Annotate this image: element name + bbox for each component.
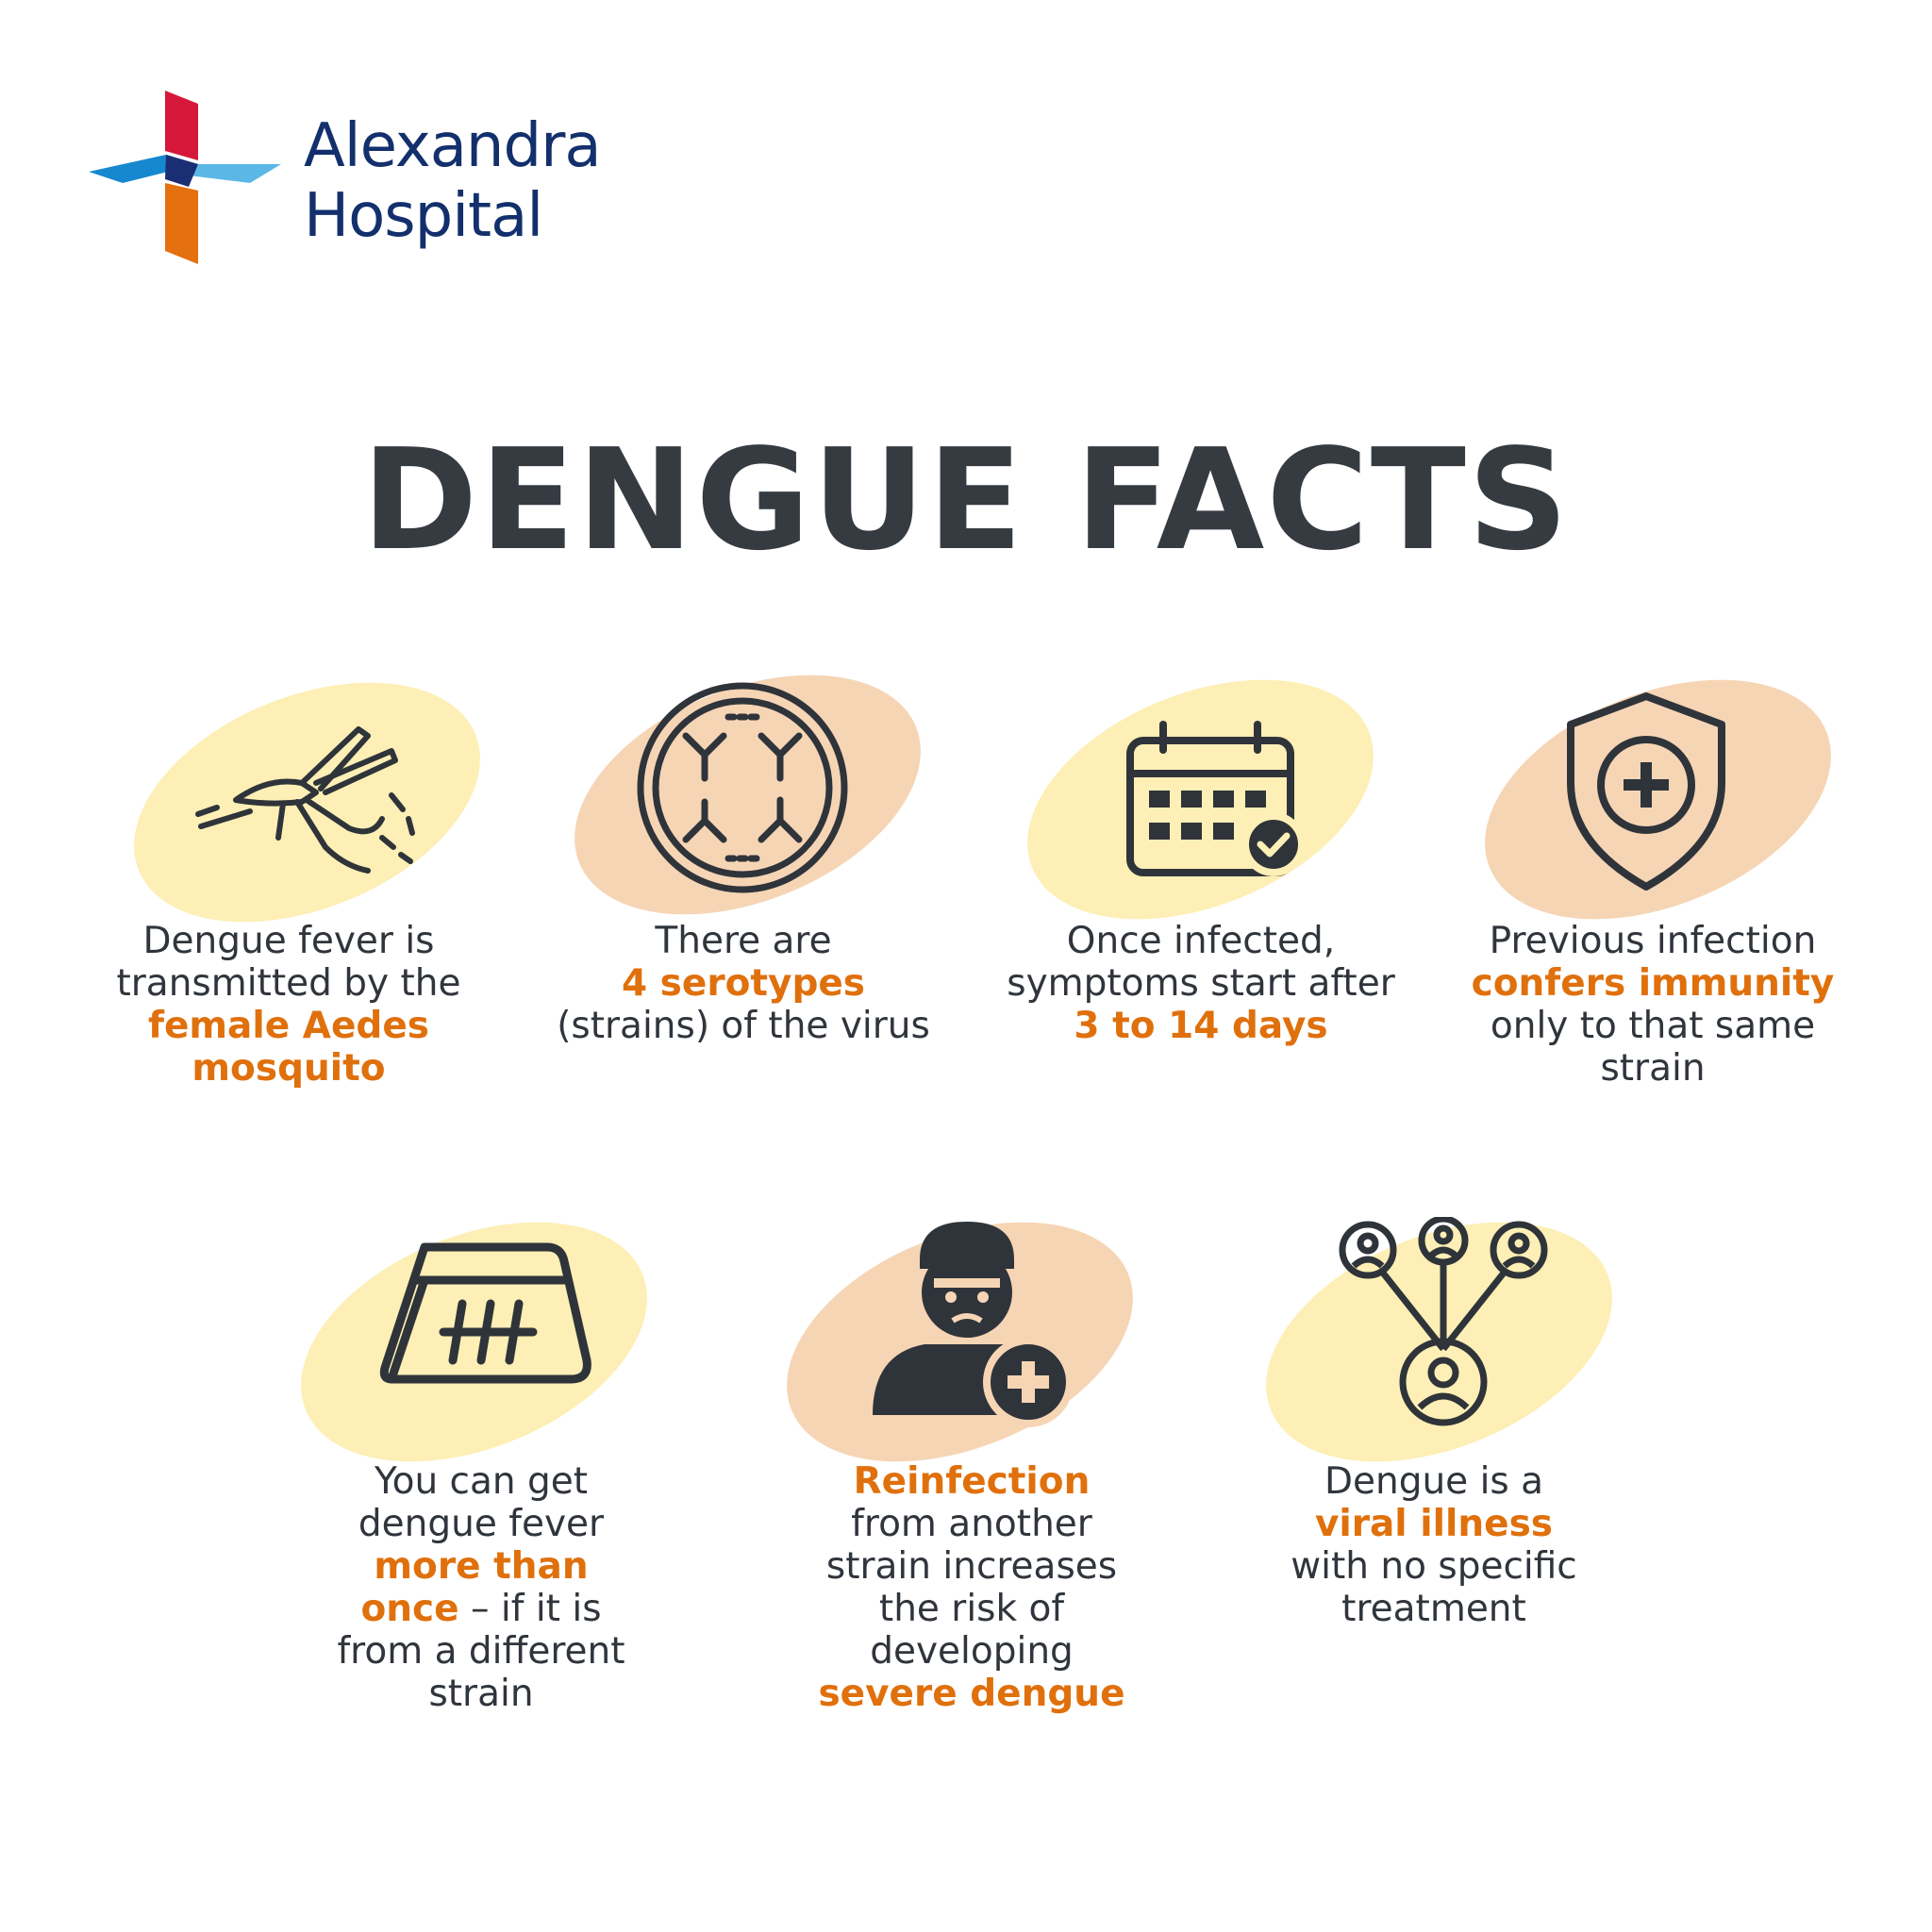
fact-1-pre: Dengue fever is transmitted by the [116,920,461,1005]
fact-7-highlight: viral illness [1314,1503,1554,1545]
calendar-check-icon [1126,721,1306,876]
fact-4-highlight: confers immunity [1471,962,1835,1005]
hospital-name-line1: Alexandra [304,111,602,181]
tally-calendar-icon [379,1242,591,1384]
fact-4-text: Previous infection confers immunity only… [1464,920,1841,1090]
hospital-logo [89,91,281,264]
fact-2-pre: There are [655,920,832,962]
fact-7-pre: Dengue is a [1324,1460,1544,1503]
fact-5-pre: You can get dengue fever [358,1460,605,1545]
fact-1-text: Dengue fever is transmitted by the femal… [91,920,487,1090]
fact-2-highlight: 4 serotypes [621,962,866,1005]
fact-6-highlight-2: severe dengue [818,1673,1125,1715]
fact-3-text: Once infected, symptoms start after 3 to… [998,920,1404,1047]
fact-6-text: Reinfection from another strain increase… [811,1460,1132,1715]
sick-person-icon [873,1222,1074,1427]
fact-7-text: Dengue is a viral illness with no specif… [1274,1460,1594,1630]
fact-5-highlight: more than once [360,1545,589,1630]
fact-7-post: with no specific treatment [1291,1545,1577,1630]
shield-plus-icon [1567,692,1725,891]
fact-3-highlight: 3 to 14 days [1074,1005,1328,1047]
fact-5-post: – if it is from a different strain [337,1588,625,1715]
fact-2-text: There are 4 serotypes (strains) of the v… [545,920,941,1047]
fact-6-highlight: Reinfection [853,1460,1091,1503]
fact-4-post: only to that same strain [1490,1005,1816,1090]
fact-6-post: from another strain increases the risk o… [825,1503,1118,1673]
page-title: DENGUE FACTS [361,419,1571,581]
virus-serotypes-icon [637,682,848,893]
hospital-name-line2: Hospital [304,181,543,251]
fact-3-pre: Once infected, symptoms start after [1007,920,1395,1005]
fact-5-text: You can get dengue fever more than once … [321,1460,641,1715]
mosquito-icon [195,726,415,874]
fact-4-pre: Previous infection [1489,920,1817,962]
fact-2-post: (strains) of the virus [557,1005,930,1047]
network-people-icon [1339,1217,1548,1426]
fact-1-highlight: female Aedes mosquito [148,1005,429,1090]
hospital-name: Alexandra Hospital [304,111,602,251]
